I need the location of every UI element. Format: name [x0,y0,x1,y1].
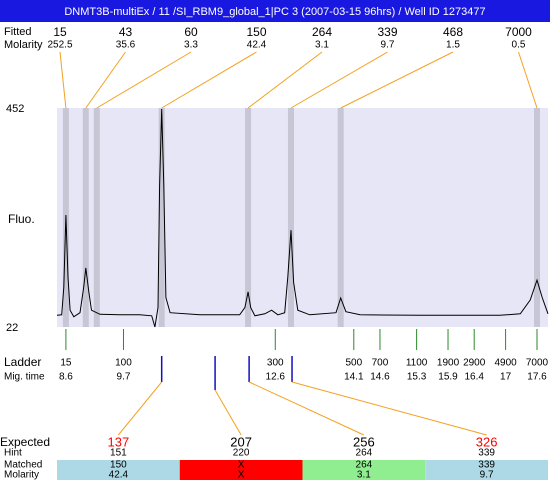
expected-size: 256 [353,434,375,449]
y-label: Fluo. [8,212,35,226]
peak-molarity: 252.5 [47,40,72,51]
ladder-size: 300 [267,358,284,369]
peak-molarity: 1.5 [446,40,460,51]
mig-time: 17 [500,372,512,383]
peak-size: 264 [312,25,332,39]
mig-time: 15.9 [438,372,458,383]
expected-size: 326 [476,434,498,449]
expected-connector [248,381,365,436]
hint: 151 [110,448,127,459]
plot-area [57,108,548,327]
peak-connector [290,51,388,109]
peak-band [337,108,344,327]
peak-molarity: 35.6 [116,40,136,51]
mig-time: 17.6 [527,372,547,383]
match-cell [57,460,180,480]
ladder-size: 1100 [406,358,428,369]
ladder-size: 2900 [463,358,486,369]
ladder-size: 500 [345,358,362,369]
row-label: Expected [0,435,50,449]
row-label: Hint [4,448,22,459]
mig-time: 8.6 [59,372,73,383]
hint: 220 [233,448,250,459]
peak-size: 43 [119,25,133,39]
mig-time: 14.1 [344,372,364,383]
peak-connector [340,51,454,109]
ladder-size: 100 [115,358,132,369]
peak-band [158,108,165,327]
molarity: X [238,470,245,480]
expected-connector [291,381,487,436]
molarity: 3.1 [357,470,371,480]
ladder-size: 700 [372,358,389,369]
molarity: 42.4 [109,470,129,480]
peak-band [93,108,100,327]
peak-size: 60 [184,25,198,39]
ladder-size: 1900 [437,358,460,369]
match-cell [302,460,426,480]
ladder-size: 4900 [494,358,517,369]
mig-time: 14.6 [370,372,390,383]
expected-connector [214,389,242,436]
row-label: Mig. time [4,372,45,383]
expected-connector [117,381,163,436]
peak-connector [247,51,323,109]
row-label: Molarity [4,470,39,480]
peak-size: 150 [246,25,266,39]
matched: 150 [110,460,127,471]
peak-connector [96,51,192,109]
row-label: Ladder [4,355,41,369]
peak-molarity: 0.5 [512,40,526,51]
peak-size: 468 [443,25,463,39]
matched: 339 [478,460,495,471]
hint: 339 [478,448,495,459]
y-tick-label: 22 [6,322,18,334]
molarity: 9.7 [480,470,494,480]
hint: 264 [356,448,373,459]
peak-band [534,108,541,327]
peak-connector [161,51,257,109]
matched: X [238,460,245,471]
peak-connector [85,51,126,109]
ladder-size: 15 [60,358,72,369]
peak-band [82,108,89,327]
peak-connector [518,51,538,109]
mig-time: 12.6 [266,372,286,383]
expected-size: 137 [108,434,130,449]
trace [56,108,549,328]
peak-band [287,108,294,327]
title: DNMT3B-multiEx / 11 /SI_RBM9_global_1|PC… [64,6,485,18]
mig-time: 9.7 [117,372,131,383]
peak-size: 339 [377,25,397,39]
ladder-size: 7000 [526,358,549,369]
peak-size: 7000 [505,25,532,39]
peak-molarity: 42.4 [247,40,267,51]
title-bar [0,0,550,22]
mig-time: 15.3 [407,372,427,383]
row-label: Fitted [4,26,32,38]
row-label: Molarity [4,39,43,51]
match-cell [179,460,303,480]
row-label: Matched [4,460,42,471]
matched: 264 [356,460,373,471]
peak-connector [59,51,67,109]
y-tick-label: 452 [6,103,24,115]
peak-molarity: 3.1 [315,40,329,51]
peak-size: 15 [53,25,67,39]
expected-size: 207 [230,434,252,449]
peak-molarity: 3.3 [184,40,198,51]
peak-band [245,108,252,327]
mig-time: 16.4 [464,372,484,383]
match-cell [425,460,548,480]
peak-molarity: 9.7 [381,40,395,51]
